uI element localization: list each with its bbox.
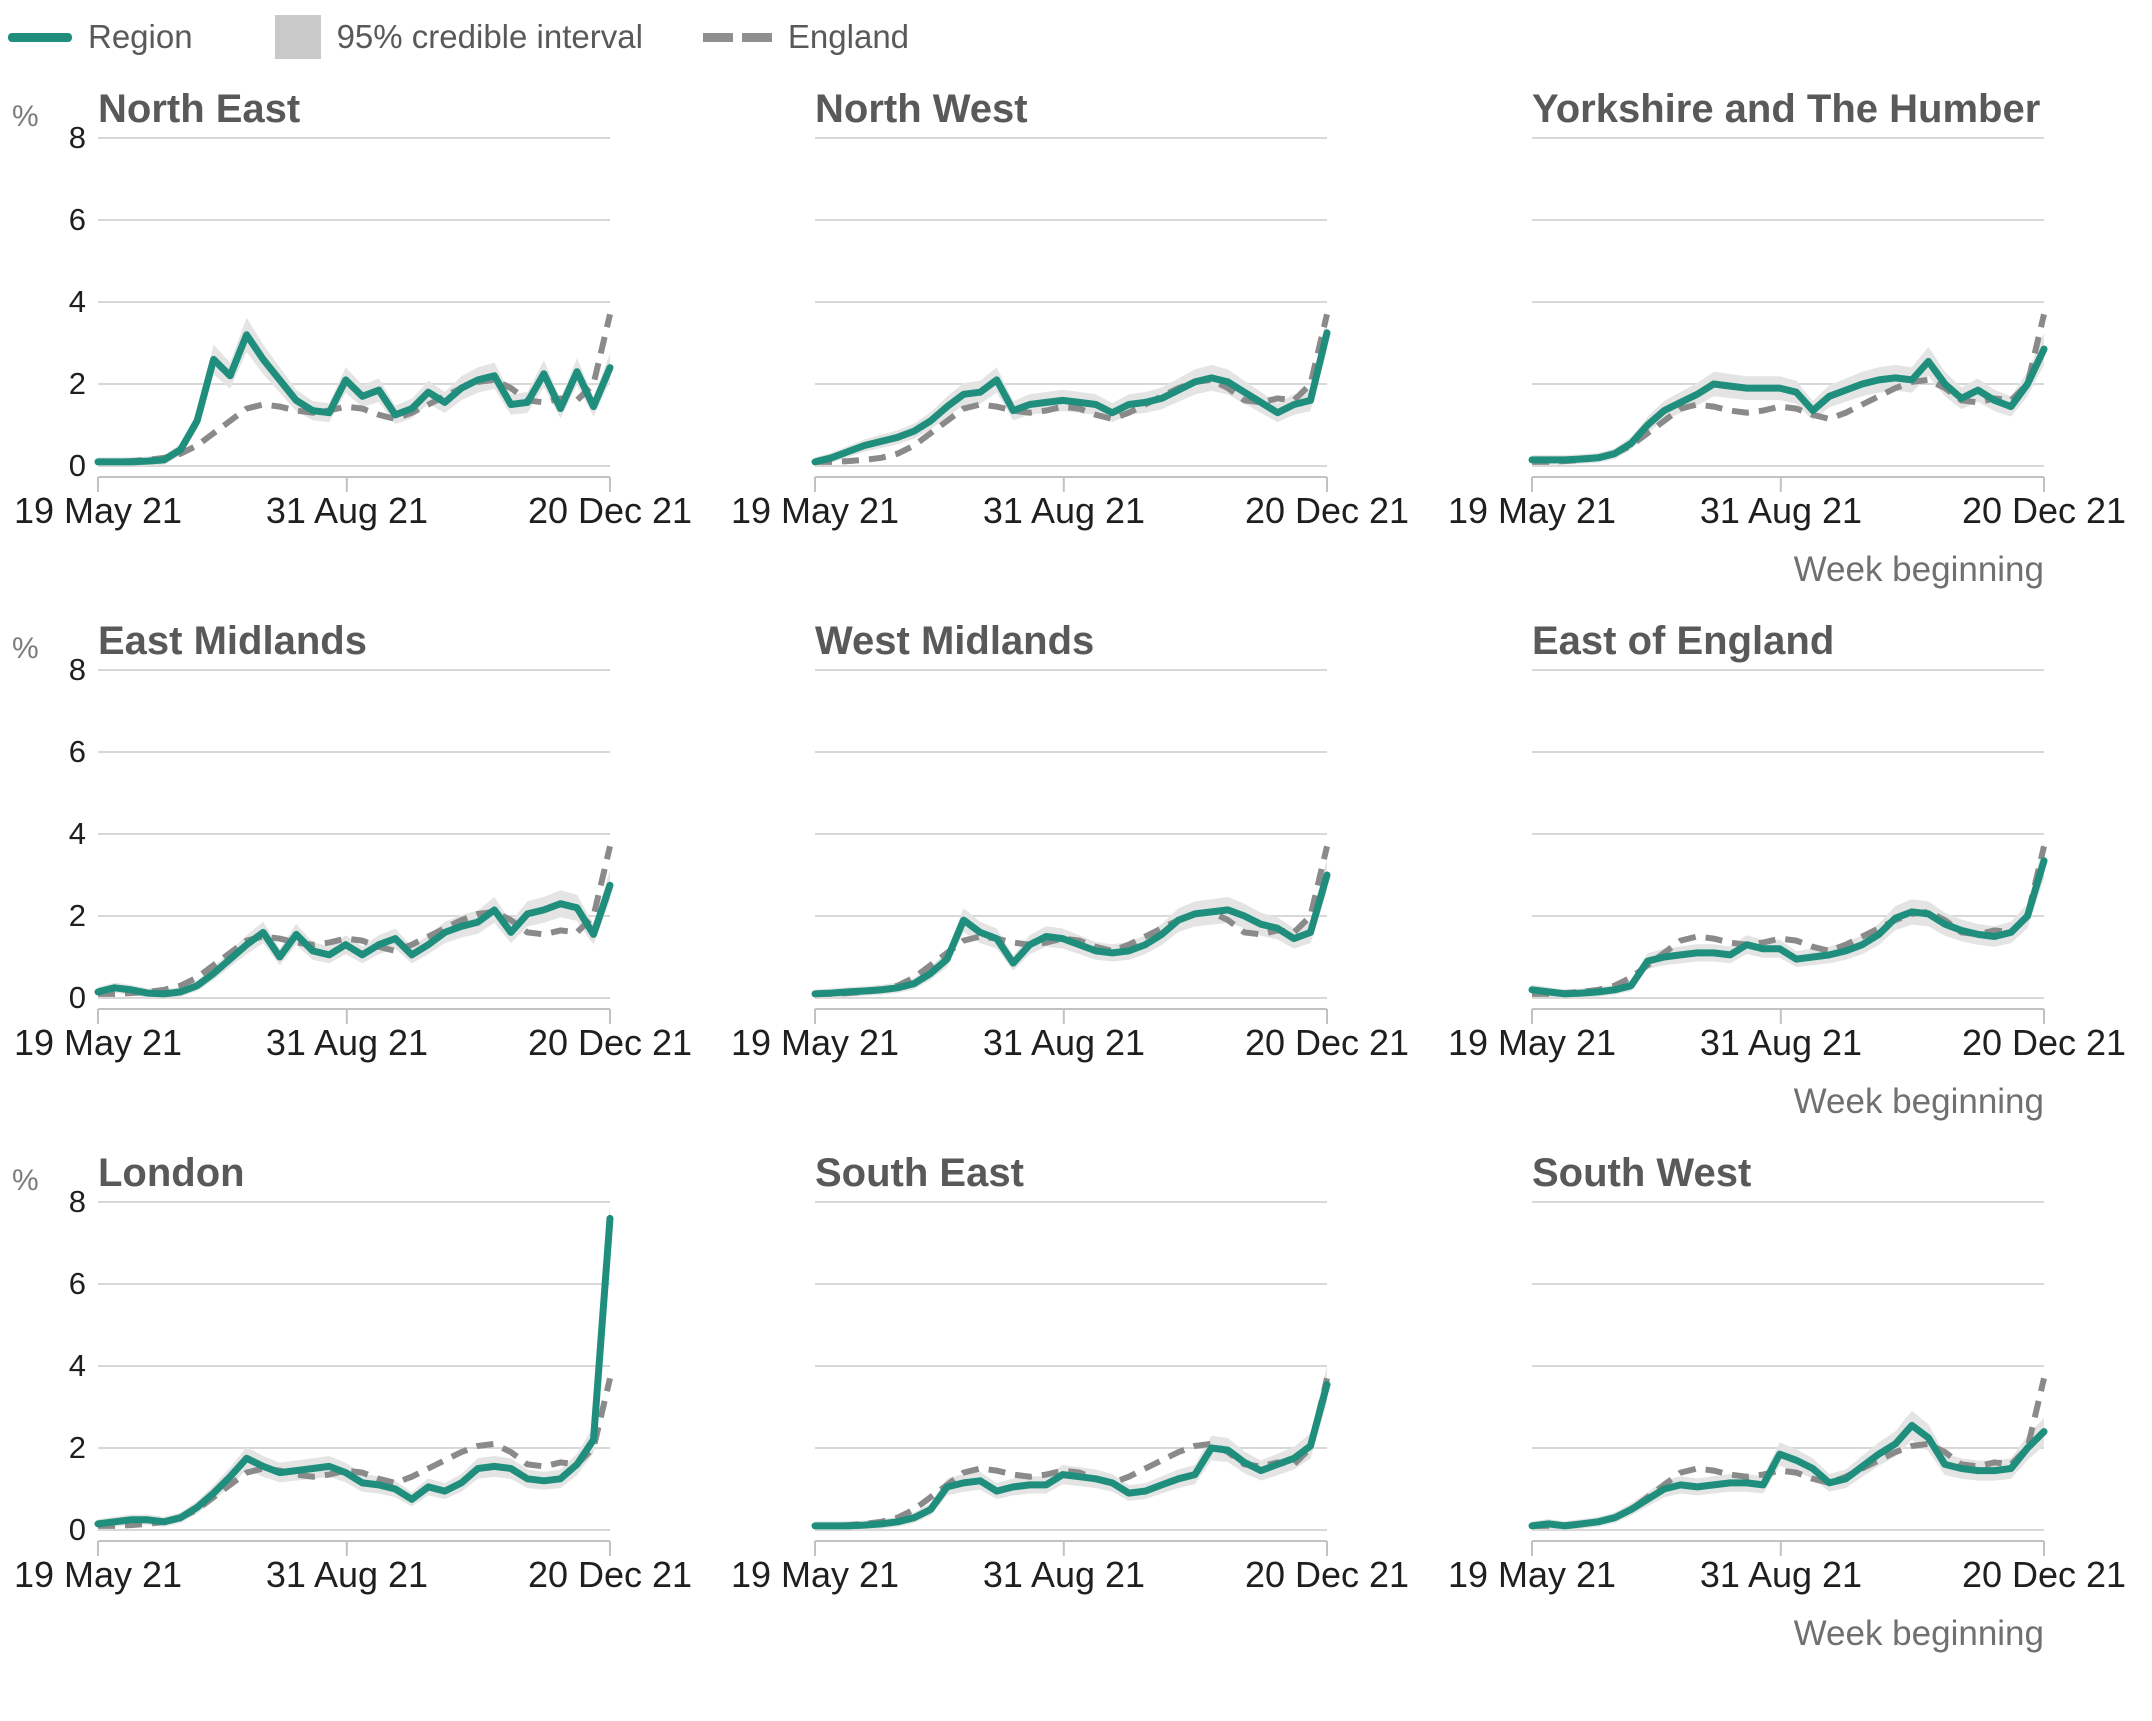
- x-tick-label: 31 Aug 21: [982, 1022, 1146, 1063]
- chart-title: East Midlands: [98, 619, 367, 663]
- chart-south-east: South East 19 May 21 31 Aug 21 20 Dec 21: [717, 1134, 1434, 1666]
- y-tick-label: 4: [68, 1348, 86, 1383]
- england-dashed-line-swatch-icon: [702, 32, 772, 42]
- y-tick-label: 6: [68, 1266, 86, 1301]
- line-chart: [811, 137, 1331, 494]
- chart-title: London: [98, 1151, 245, 1195]
- x-tick-label: 20 Dec 21: [527, 490, 693, 531]
- plot-area: % 8 6 4 2 0 19 May 21 31 Aug 21 20 Dec 2…: [0, 102, 717, 600]
- y-axis-unit: %: [12, 632, 39, 665]
- x-tick-label: 19 May 21: [730, 1554, 900, 1595]
- x-tick-label: 20 Dec 21: [1244, 1022, 1410, 1063]
- y-tick-label: 8: [68, 120, 86, 155]
- chart-title: South East: [815, 1151, 1024, 1195]
- x-tick-label: 31 Aug 21: [1699, 490, 1863, 531]
- line-chart: [94, 137, 614, 494]
- x-tick-label: 20 Dec 21: [1244, 1554, 1410, 1595]
- x-tick-label: 19 May 21: [1447, 1554, 1617, 1595]
- y-tick-label: 8: [68, 652, 86, 687]
- chart-title: West Midlands: [815, 619, 1095, 663]
- x-tick-label: 31 Aug 21: [1699, 1554, 1863, 1595]
- line-chart: [811, 1201, 1331, 1558]
- x-tick-label: 19 May 21: [13, 490, 183, 531]
- x-tick-label: 20 Dec 21: [1961, 490, 2127, 531]
- credible-interval-swatch-icon: [274, 15, 321, 59]
- chart-north-west: North West 19 May 21 31 Aug 21 20 Dec 21: [717, 70, 1434, 602]
- plot-area: % 8 6 4 2 0 19 May 21 31 Aug 21 20 Dec 2…: [0, 1166, 717, 1664]
- chart-south-west: South West 19 May 21 31 Aug 21 20 Dec 21…: [1434, 1134, 2152, 1666]
- chart-title: East of England: [1532, 619, 1835, 663]
- chart-east-midlands: East Midlands % 8 6 4 2 0 19 May 21 31 A…: [0, 602, 717, 1134]
- x-tick-label: 31 Aug 21: [982, 1554, 1146, 1595]
- x-axis-title: Week beginning: [1793, 1614, 2044, 1653]
- x-tick-label: 31 Aug 21: [982, 490, 1146, 531]
- line-chart: [1528, 137, 2048, 494]
- x-tick-label: 20 Dec 21: [1961, 1022, 2127, 1063]
- line-chart: [1528, 1201, 2048, 1558]
- y-tick-label: 0: [68, 1512, 86, 1547]
- x-tick-label: 31 Aug 21: [265, 490, 429, 531]
- x-tick-label: 19 May 21: [1447, 490, 1617, 531]
- chart-north-east: North East % 8 6 4 2 0 19 May 21 31 Aug …: [0, 70, 717, 602]
- x-tick-label: 19 May 21: [730, 1022, 900, 1063]
- x-tick-label: 20 Dec 21: [1961, 1554, 2127, 1595]
- line-chart: [94, 1201, 614, 1558]
- y-tick-label: 4: [68, 284, 86, 319]
- line-chart: [94, 669, 614, 1026]
- x-tick-label: 19 May 21: [13, 1554, 183, 1595]
- y-tick-label: 4: [68, 816, 86, 851]
- y-tick-label: 2: [68, 366, 86, 401]
- y-tick-label: 6: [68, 202, 86, 237]
- y-tick-label: 0: [68, 980, 86, 1015]
- plot-area: % 8 6 4 2 0 19 May 21 31 Aug 21 20 Dec 2…: [0, 634, 717, 1132]
- y-tick-label: 2: [68, 898, 86, 933]
- y-tick-label: 2: [68, 1430, 86, 1465]
- plot-area: 19 May 21 31 Aug 21 20 Dec 21 Week begin…: [1434, 137, 2152, 600]
- x-tick-label: 31 Aug 21: [1699, 1022, 1863, 1063]
- small-multiples-grid: North East % 8 6 4 2 0 19 May 21 31 Aug …: [0, 70, 2152, 1666]
- plot-area: 19 May 21 31 Aug 21 20 Dec 21 Week begin…: [1434, 669, 2152, 1132]
- y-tick-label: 0: [68, 448, 86, 483]
- chart-west-midlands: West Midlands 19 May 21 31 Aug 21 20 Dec…: [717, 602, 1434, 1134]
- region-line-swatch-icon: [8, 32, 72, 42]
- y-tick-label: 6: [68, 734, 86, 769]
- x-tick-label: 20 Dec 21: [527, 1022, 693, 1063]
- chart-yorkshire-and-the-humber: Yorkshire and The Humber 19 May 21 31 Au…: [1434, 70, 2152, 602]
- plot-area: 19 May 21 31 Aug 21 20 Dec 21: [717, 669, 1434, 1132]
- y-axis-unit: %: [12, 1164, 39, 1197]
- legend-label-england: England: [787, 18, 910, 55]
- chart-east-of-england: East of England 19 May 21 31 Aug 21 20 D…: [1434, 602, 2152, 1134]
- legend-item-england: England: [702, 18, 910, 56]
- x-tick-label: 20 Dec 21: [1244, 490, 1410, 531]
- plot-area: 19 May 21 31 Aug 21 20 Dec 21: [717, 1201, 1434, 1664]
- plot-area: 19 May 21 31 Aug 21 20 Dec 21 Week begin…: [1434, 1201, 2152, 1664]
- legend-label-credible-interval: 95% credible interval: [336, 18, 643, 55]
- legend-label-region: Region: [88, 18, 193, 55]
- y-axis-unit: %: [12, 100, 39, 133]
- y-tick-label: 8: [68, 1184, 86, 1219]
- x-tick-label: 31 Aug 21: [265, 1554, 429, 1595]
- chart-title: North East: [98, 87, 301, 131]
- x-tick-label: 19 May 21: [13, 1022, 183, 1063]
- plot-area: 19 May 21 31 Aug 21 20 Dec 21: [717, 137, 1434, 600]
- legend-item-region: Region: [8, 18, 193, 56]
- chart-title: North West: [815, 87, 1028, 131]
- x-axis-title: Week beginning: [1793, 550, 2044, 589]
- chart-london: London % 8 6 4 2 0 19 May 21 31 Aug 21 2…: [0, 1134, 717, 1666]
- chart-title: Yorkshire and The Humber: [1532, 87, 2041, 131]
- chart-legend: Region 95% credible interval England: [8, 6, 2152, 68]
- x-tick-label: 20 Dec 21: [527, 1554, 693, 1595]
- x-tick-label: 19 May 21: [730, 490, 900, 531]
- line-chart: [811, 669, 1331, 1026]
- x-tick-label: 19 May 21: [1447, 1022, 1617, 1063]
- x-tick-label: 31 Aug 21: [265, 1022, 429, 1063]
- legend-item-credible-interval: 95% credible interval: [274, 15, 643, 59]
- line-chart: [1528, 669, 2048, 1026]
- x-axis-title: Week beginning: [1793, 1082, 2044, 1121]
- chart-title: South West: [1532, 1151, 1752, 1195]
